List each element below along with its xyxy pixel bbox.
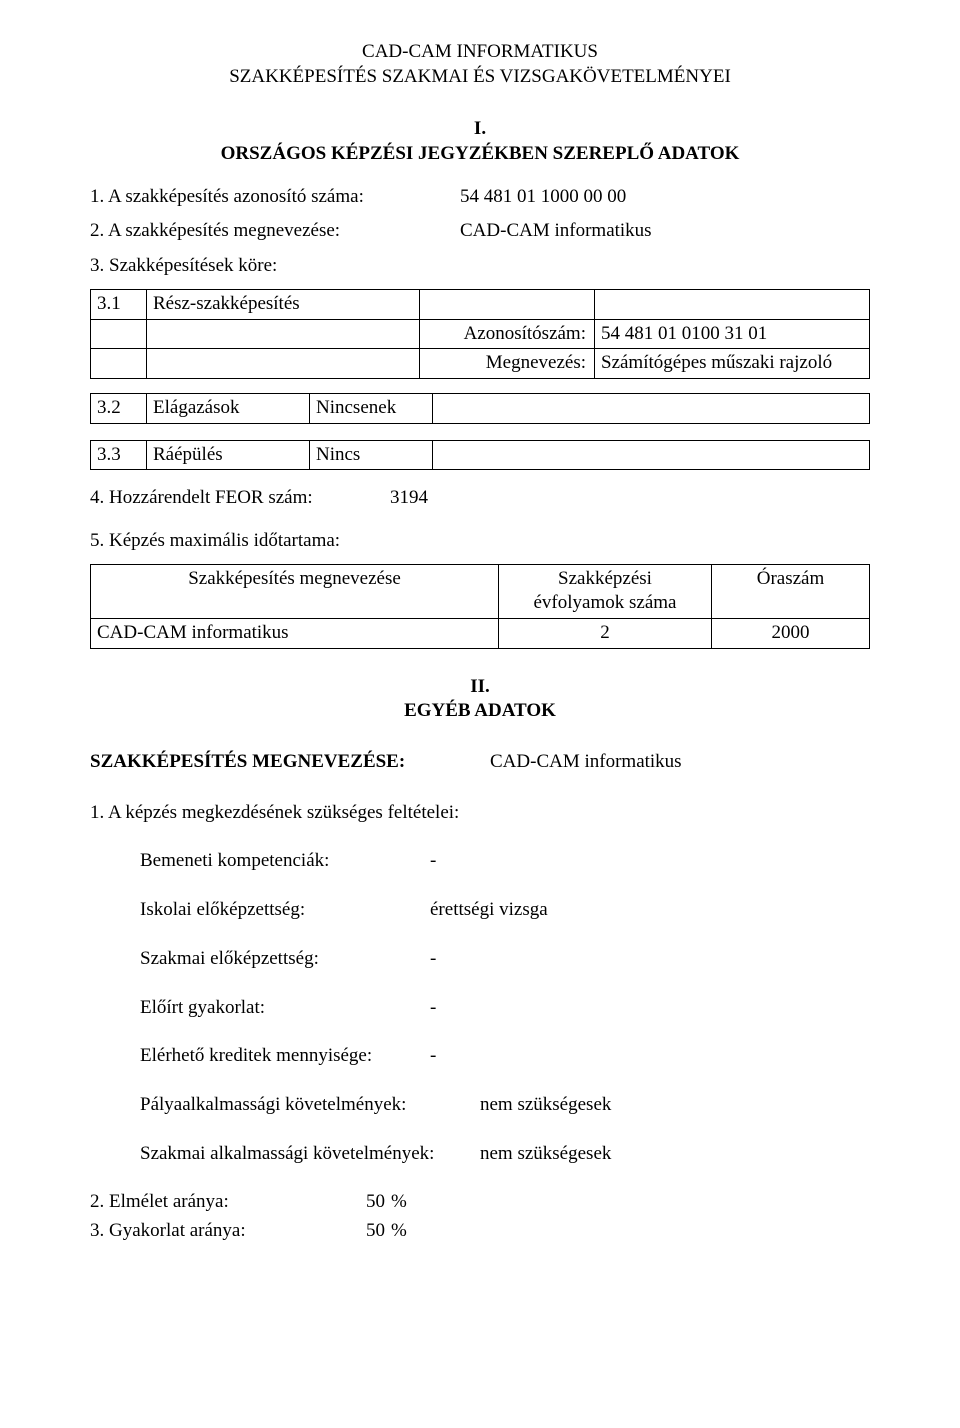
table-row: CAD-CAM informatikus 2 2000 [91,619,870,649]
value-feor: 3194 [390,486,428,511]
title-line-1: CAD-CAM INFORMATIKUS [90,40,870,65]
label-required-practice: Előírt gyakorlat: [140,996,430,1021]
unit-theory-ratio: % [391,1190,407,1215]
value-prof-aptitude-req: nem szükségesek [480,1142,611,1167]
row-required-practice: Előírt gyakorlat: - [140,996,870,1021]
value-practice-ratio: 50 [340,1219,391,1244]
th-hours: Óraszám [712,564,870,618]
table-partial-qual: 3.1 Rész-szakképesítés Azonosítószám: 54… [90,289,870,379]
cell-32-c2: Elágazások [147,393,310,423]
table-duration: Szakképesítés megnevezése Szakképzési év… [90,564,870,649]
row-school-prereq: Iskolai előképzettség: érettségi vizsga [140,898,870,923]
cell-31b-c4: 54 481 01 0100 31 01 [595,319,870,349]
section-1-heading: I. ORSZÁGOS KÉPZÉSI JEGYZÉKBEN SZEREPLŐ … [90,117,870,166]
cell-31b-c2 [147,319,420,349]
value-credits: - [430,1044,445,1069]
row-credits: Elérhető kreditek mennyisége: - [140,1044,870,1069]
document-page: CAD-CAM INFORMATIKUS SZAKKÉPESÍTÉS SZAKM… [0,0,960,1288]
label-qual-scope: 3. Szakképesítések köre: [90,254,870,279]
label-qual-name: 2. A szakképesítés megnevezése: [90,219,460,244]
label-prof-aptitude-req: Szakmai alkalmassági követelmények: [140,1142,480,1167]
table-branches: 3.2 Elágazások Nincsenek [90,393,870,424]
value-qual-name: CAD-CAM informatikus [460,219,870,244]
label-school-prereq: Iskolai előképzettség: [140,898,430,923]
th-qual-name: Szakképesítés megnevezése [91,564,499,618]
row-practice-ratio: 3. Gyakorlat aránya: 50 % [90,1219,870,1244]
section-1-num: I. [474,118,486,139]
value-required-practice: - [430,996,445,1021]
cell-31c-c3: Megnevezés: [420,349,595,379]
th-years: Szakképzési évfolyamok száma [499,564,712,618]
cell-31c-c1 [91,349,147,379]
label-start-conditions: 1. A képzés megkezdésének szükséges felt… [90,801,870,826]
section-2-heading: II. EGYÉB ADATOK [90,675,870,724]
value-input-competencies: - [430,849,445,874]
cell-33-c4 [433,440,870,470]
label-qual-name-2: SZAKKÉPESÍTÉS MEGNEVEZÉSE: [90,750,490,775]
cell-31-c3 [420,289,595,319]
row-theory-ratio: 2. Elmélet aránya: 50 % [90,1190,870,1215]
title-line-2: SZAKKÉPESÍTÉS SZAKMAI ÉS VIZSGAKÖVETELMÉ… [90,65,870,90]
section-2-text: EGYÉB ADATOK [404,700,556,721]
table-row: Megnevezés: Számítógépes műszaki rajzoló [91,349,870,379]
value-qual-id: 54 481 01 1000 00 00 [460,185,870,210]
row-aptitude-req: Pályaalkalmassági követelmények: nem szü… [140,1093,870,1118]
unit-practice-ratio: % [391,1219,407,1244]
label-max-duration: 5. Képzés maximális időtartama: [90,529,870,554]
value-qual-name-2: CAD-CAM informatikus [490,750,682,775]
table-header-row: Szakképesítés megnevezése Szakképzési év… [91,564,870,618]
cell-dur-name: CAD-CAM informatikus [91,619,499,649]
label-credits: Elérhető kreditek mennyisége: [140,1044,430,1069]
row-feor: 4. Hozzárendelt FEOR szám: 3194 [90,486,870,511]
cell-32-c3: Nincsenek [310,393,433,423]
label-practice-ratio: 3. Gyakorlat aránya: [90,1219,340,1244]
row-qual-id: 1. A szakképesítés azonosító száma: 54 4… [90,185,870,210]
table-row: 3.3 Ráépülés Nincs [91,440,870,470]
cell-31b-c3: Azonosítószám: [420,319,595,349]
value-aptitude-req: nem szükségesek [480,1093,611,1118]
conditions-block: Bemeneti kompetenciák: - Iskolai előképz… [90,849,870,1166]
value-school-prereq: érettségi vizsga [430,898,548,923]
cell-31-c4 [595,289,870,319]
value-prof-prereq: - [430,947,445,972]
cell-33-c3: Nincs [310,440,433,470]
table-extension: 3.3 Ráépülés Nincs [90,440,870,471]
section-2-num: II. [470,676,490,697]
label-theory-ratio: 2. Elmélet aránya: [90,1190,340,1215]
th-years-line2: évfolyamok száma [534,592,677,613]
table-row: 3.2 Elágazások Nincsenek [91,393,870,423]
cell-31b-c1 [91,319,147,349]
cell-dur-years: 2 [499,619,712,649]
label-input-competencies: Bemeneti kompetenciák: [140,849,430,874]
row-input-competencies: Bemeneti kompetenciák: - [140,849,870,874]
value-theory-ratio: 50 [340,1190,391,1215]
label-aptitude-req: Pályaalkalmassági követelmények: [140,1093,480,1118]
label-prof-prereq: Szakmai előképzettség: [140,947,430,972]
cell-31c-c2 [147,349,420,379]
cell-32-c4 [433,393,870,423]
row-qual-name: 2. A szakképesítés megnevezése: CAD-CAM … [90,219,870,244]
cell-32-c1: 3.2 [91,393,147,423]
cell-31-c2: Rész-szakképesítés [147,289,420,319]
label-feor: 4. Hozzárendelt FEOR szám: [90,486,390,511]
label-qual-id: 1. A szakképesítés azonosító száma: [90,185,460,210]
row-prof-prereq: Szakmai előképzettség: - [140,947,870,972]
cell-33-c2: Ráépülés [147,440,310,470]
document-title: CAD-CAM INFORMATIKUS SZAKKÉPESÍTÉS SZAKM… [90,40,870,89]
section-1-text: ORSZÁGOS KÉPZÉSI JEGYZÉKBEN SZEREPLŐ ADA… [221,143,740,164]
row-qual-name-2: SZAKKÉPESÍTÉS MEGNEVEZÉSE: CAD-CAM infor… [90,750,870,775]
cell-31-c1: 3.1 [91,289,147,319]
cell-31c-c4: Számítógépes műszaki rajzoló [595,349,870,379]
cell-dur-hours: 2000 [712,619,870,649]
cell-33-c1: 3.3 [91,440,147,470]
row-prof-aptitude-req: Szakmai alkalmassági követelmények: nem … [140,1142,870,1167]
table-row: 3.1 Rész-szakképesítés [91,289,870,319]
table-row: Azonosítószám: 54 481 01 0100 31 01 [91,319,870,349]
th-years-line1: Szakképzési [558,568,652,589]
